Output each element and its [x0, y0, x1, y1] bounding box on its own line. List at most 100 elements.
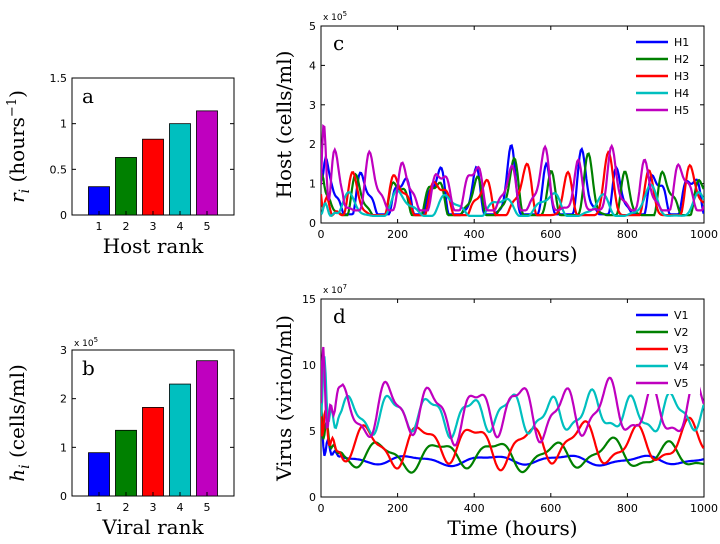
multiplier-text: x 10 — [74, 339, 94, 349]
x-tick-label: 3 — [150, 501, 157, 514]
x-tick-label: 400 — [464, 502, 485, 515]
y-axis-label: Host (cells/ml) — [272, 51, 296, 199]
panel-label: d — [333, 304, 346, 328]
bar-5 — [196, 360, 218, 497]
x-tick-label: 200 — [387, 502, 408, 515]
y-label-superscript: −1 — [5, 98, 20, 117]
legend-label-V5: V5 — [674, 377, 689, 390]
x-axis-label: Viral rank — [101, 515, 204, 539]
y-label-subscript: i — [17, 189, 33, 193]
y-tick-label: 1 — [309, 178, 316, 191]
legend-label-V4: V4 — [674, 360, 689, 373]
bar-5 — [196, 110, 218, 216]
x-axis-label: Host rank — [103, 234, 205, 258]
x-tick-label: 4 — [177, 220, 184, 233]
panel-label: a — [82, 84, 94, 108]
bar-1 — [88, 186, 110, 216]
bar-3 — [142, 138, 164, 216]
x-tick-label: 0 — [318, 228, 325, 241]
x-tick-label: 5 — [204, 220, 211, 233]
x-axis-label: Time (hours) — [447, 242, 577, 266]
axis-multiplier: x 107 — [323, 283, 347, 296]
y-tick-label: 5 — [309, 425, 316, 438]
x-tick-label: 0 — [318, 502, 325, 515]
y-tick-label: 0.5 — [50, 163, 68, 176]
x-tick-label: 1 — [96, 501, 103, 514]
y-tick-label: 0 — [309, 491, 316, 504]
x-tick-label: 600 — [540, 228, 561, 241]
x-tick-label: 1 — [96, 220, 103, 233]
panel-d: 0 200 400 600 800 1000 0 5 10 15 V1 V2 V3 V4 V5 d Time (… — [272, 283, 718, 540]
legend: H1 H2 H3 H4 H5 — [630, 30, 700, 121]
legend-label-V2: V2 — [674, 326, 689, 339]
legend-label-V1: V1 — [674, 309, 689, 322]
y-label-subscript: i — [17, 464, 33, 468]
y-tick-label: 1 — [60, 441, 67, 454]
y-label-unit: (cells/ml) — [5, 364, 29, 464]
x-tick-label: 5 — [204, 501, 211, 514]
series-line-H4 — [321, 183, 704, 217]
y-label-symbol: r — [5, 192, 29, 203]
multiplier-exp: 7 — [343, 283, 347, 291]
axis-multiplier: x 105 — [323, 10, 347, 23]
y-axis-label: Virus (virion/ml) — [272, 315, 296, 482]
x-tick-label: 800 — [617, 228, 638, 241]
bar-2 — [115, 157, 137, 216]
legend-label-H4: H4 — [674, 87, 689, 100]
y-axis-label: hi (cells/ml) — [5, 364, 33, 482]
x-tick-label: 2 — [123, 220, 130, 233]
y-tick-label: 3 — [60, 344, 67, 357]
axis-multiplier: x 105 — [74, 336, 98, 349]
x-tick-label: 1000 — [690, 502, 718, 515]
x-tick-label: 3 — [150, 220, 157, 233]
bar-4 — [169, 123, 191, 216]
y-tick-label: 0 — [309, 217, 316, 230]
y-tick-label: 15 — [302, 293, 316, 306]
legend-label-H5: H5 — [674, 104, 689, 117]
x-tick-label: 600 — [540, 502, 561, 515]
series-line-H5 — [321, 124, 704, 212]
bar-2 — [115, 429, 137, 497]
series-group — [321, 124, 704, 217]
y-tick-label: 0 — [60, 490, 67, 503]
bar-4 — [169, 383, 191, 497]
legend-label-H3: H3 — [674, 70, 689, 83]
panel-label: c — [333, 31, 344, 55]
legend: V1 V2 V3 V4 V5 — [630, 303, 700, 394]
y-tick-label: 0 — [60, 209, 67, 222]
y-tick-label: 10 — [302, 359, 316, 372]
legend-label-H2: H2 — [674, 53, 689, 66]
y-label-unit: (hours — [5, 117, 29, 189]
bar-3 — [142, 407, 164, 497]
series-line-V3 — [321, 409, 704, 472]
y-label-close: ) — [5, 90, 29, 98]
series-line-V5 — [321, 346, 704, 447]
panel-a: 0 0.5 1 1.5 1 2 3 4 5 a Host rank ri (hours−1) — [5, 72, 235, 258]
y-tick-label: 1.5 — [50, 72, 68, 85]
series-line-V1 — [321, 405, 704, 468]
bar-1 — [88, 452, 110, 497]
y-tick-label: 2 — [309, 138, 316, 151]
legend-label-V3: V3 — [674, 343, 689, 356]
panel-label: b — [82, 356, 95, 380]
x-tick-label: 400 — [464, 228, 485, 241]
panel-c: 0 200 400 600 800 1000 0 1 2 3 4 5 H1 H2 H3 H4 H5 c Time (… — [272, 10, 718, 266]
multiplier-text: x 10 — [323, 286, 343, 296]
y-axis-label: ri (hours−1) — [5, 90, 33, 203]
x-tick-label: 200 — [387, 228, 408, 241]
multiplier-exp: 5 — [94, 336, 98, 344]
multiplier-exp: 5 — [343, 10, 347, 18]
multiplier-text: x 10 — [323, 13, 343, 23]
series-group — [321, 346, 704, 474]
x-tick-label: 1000 — [690, 228, 718, 241]
x-tick-label: 800 — [617, 502, 638, 515]
y-label-symbol: h — [5, 469, 29, 482]
y-tick-label: 4 — [309, 59, 316, 72]
y-tick-label: 5 — [309, 20, 316, 33]
y-tick-label: 2 — [60, 393, 67, 406]
y-tick-label: 3 — [309, 99, 316, 112]
legend-label-H1: H1 — [674, 36, 689, 49]
x-axis-label: Time (hours) — [447, 516, 577, 540]
